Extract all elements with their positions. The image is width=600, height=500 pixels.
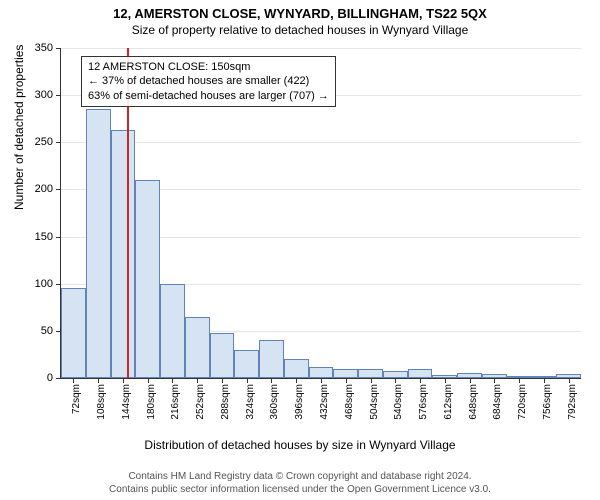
histogram-bar xyxy=(185,317,210,378)
x-tick-label: 720sqm xyxy=(517,384,528,420)
x-tick xyxy=(494,378,495,383)
x-tick-label: 108sqm xyxy=(96,384,107,420)
footer-line2: Contains public sector information licen… xyxy=(0,483,600,496)
histogram-bar xyxy=(135,180,160,378)
x-tick-label: 288sqm xyxy=(220,384,231,420)
x-tick-label: 72sqm xyxy=(71,384,82,414)
histogram-bar xyxy=(86,109,111,378)
gridline xyxy=(61,142,581,143)
annotation-line3: 63% of semi-detached houses are larger (… xyxy=(88,89,329,103)
x-tick xyxy=(197,378,198,383)
gridline xyxy=(61,48,581,49)
histogram-bar xyxy=(210,333,235,378)
y-tick-label: 50 xyxy=(41,325,61,337)
histogram-bar xyxy=(61,288,86,378)
x-tick xyxy=(172,378,173,383)
title-subtitle: Size of property relative to detached ho… xyxy=(0,21,600,37)
x-tick xyxy=(420,378,421,383)
x-tick-label: 756sqm xyxy=(542,384,553,420)
x-tick xyxy=(569,378,570,383)
x-tick-label: 540sqm xyxy=(393,384,404,420)
histogram-bar xyxy=(333,369,358,378)
x-tick xyxy=(519,378,520,383)
x-tick-label: 252sqm xyxy=(195,384,206,420)
footer-line1: Contains HM Land Registry data © Crown c… xyxy=(0,470,600,483)
x-tick xyxy=(222,378,223,383)
x-tick-label: 216sqm xyxy=(170,384,181,420)
annotation-line1: 12 AMERSTON CLOSE: 150sqm xyxy=(88,60,329,74)
x-tick xyxy=(395,378,396,383)
x-tick-label: 360sqm xyxy=(269,384,280,420)
x-tick xyxy=(296,378,297,383)
y-tick-label: 350 xyxy=(35,42,61,54)
x-tick-label: 324sqm xyxy=(245,384,256,420)
y-tick-label: 250 xyxy=(35,136,61,148)
x-tick xyxy=(371,378,372,383)
histogram-plot: 05010015020025030035072sqm108sqm144sqm18… xyxy=(60,48,581,379)
footer: Contains HM Land Registry data © Crown c… xyxy=(0,470,600,496)
x-tick-label: 648sqm xyxy=(468,384,479,420)
chart-container: 12, AMERSTON CLOSE, WYNYARD, BILLINGHAM,… xyxy=(0,0,600,500)
histogram-bar xyxy=(383,371,408,378)
x-tick-label: 180sqm xyxy=(146,384,157,420)
y-tick-label: 200 xyxy=(35,183,61,195)
y-tick-label: 300 xyxy=(35,89,61,101)
x-tick-label: 576sqm xyxy=(418,384,429,420)
annotation-box: 12 AMERSTON CLOSE: 150sqm ← 37% of detac… xyxy=(81,56,336,107)
x-tick-label: 396sqm xyxy=(294,384,305,420)
x-tick xyxy=(247,378,248,383)
x-tick-label: 432sqm xyxy=(319,384,330,420)
x-tick-label: 792sqm xyxy=(567,384,578,420)
histogram-bar xyxy=(284,359,309,378)
x-tick-label: 504sqm xyxy=(369,384,380,420)
y-tick-label: 0 xyxy=(47,372,61,384)
x-tick xyxy=(123,378,124,383)
x-tick xyxy=(271,378,272,383)
histogram-bar xyxy=(259,340,284,378)
x-tick xyxy=(98,378,99,383)
x-tick-label: 144sqm xyxy=(121,384,132,420)
x-axis-title: Distribution of detached houses by size … xyxy=(0,438,600,452)
y-tick-label: 100 xyxy=(35,278,61,290)
histogram-bar xyxy=(234,350,259,378)
x-tick-label: 612sqm xyxy=(443,384,454,420)
x-tick-label: 468sqm xyxy=(344,384,355,420)
histogram-bar xyxy=(111,130,136,378)
histogram-bar xyxy=(309,367,334,378)
y-tick-label: 150 xyxy=(35,231,61,243)
x-tick-label: 684sqm xyxy=(492,384,503,420)
x-tick xyxy=(544,378,545,383)
x-tick xyxy=(148,378,149,383)
x-tick xyxy=(321,378,322,383)
histogram-bar xyxy=(408,369,433,378)
annotation-line2: ← 37% of detached houses are smaller (42… xyxy=(88,74,329,88)
x-tick xyxy=(73,378,74,383)
histogram-bar xyxy=(358,369,383,378)
title-address: 12, AMERSTON CLOSE, WYNYARD, BILLINGHAM,… xyxy=(0,0,600,21)
y-axis-title: Number of detached properties xyxy=(12,45,26,210)
histogram-bar xyxy=(160,284,185,378)
x-tick xyxy=(346,378,347,383)
x-tick xyxy=(470,378,471,383)
x-tick xyxy=(445,378,446,383)
